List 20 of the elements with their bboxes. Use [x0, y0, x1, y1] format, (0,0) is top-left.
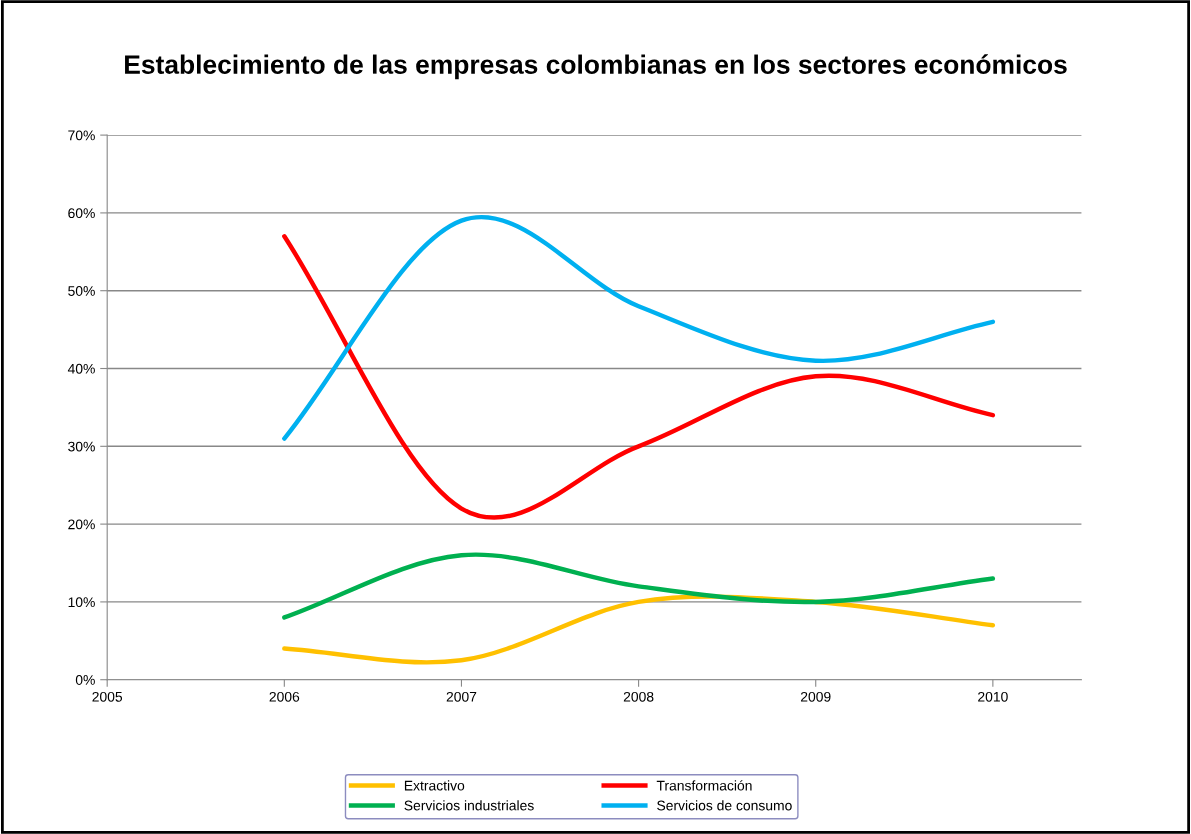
legend-label: Servicios de consumo: [657, 800, 792, 811]
y-tick-label: 50%: [68, 286, 95, 296]
y-tick-label: 0%: [75, 675, 95, 685]
y-tick-label: 60%: [68, 208, 95, 219]
legend-label: Servicios industriales: [404, 800, 534, 811]
legend-label: Transformación: [656, 780, 752, 791]
y-tick-label: 40%: [67, 363, 95, 374]
chart-title: Establecimiento de las empresas colombianas en los sectores económicos: [125, 54, 1067, 80]
x-tick-label: 2006: [269, 691, 300, 702]
x-tick-label: 2008: [623, 691, 654, 702]
x-tick-label: 2009: [800, 691, 831, 702]
y-tick-label: 70%: [68, 130, 95, 141]
y-tick-label: 20%: [68, 519, 95, 530]
x-tick-label: 2010: [978, 691, 1008, 702]
legend-label: Extractivo: [404, 780, 465, 791]
y-tick-label: 30%: [68, 441, 95, 452]
line-series: [282, 552, 996, 620]
y-tick-label: 10%: [68, 597, 95, 608]
x-tick-label: 2007: [446, 691, 477, 702]
x-tick-label: 2005: [92, 691, 123, 702]
